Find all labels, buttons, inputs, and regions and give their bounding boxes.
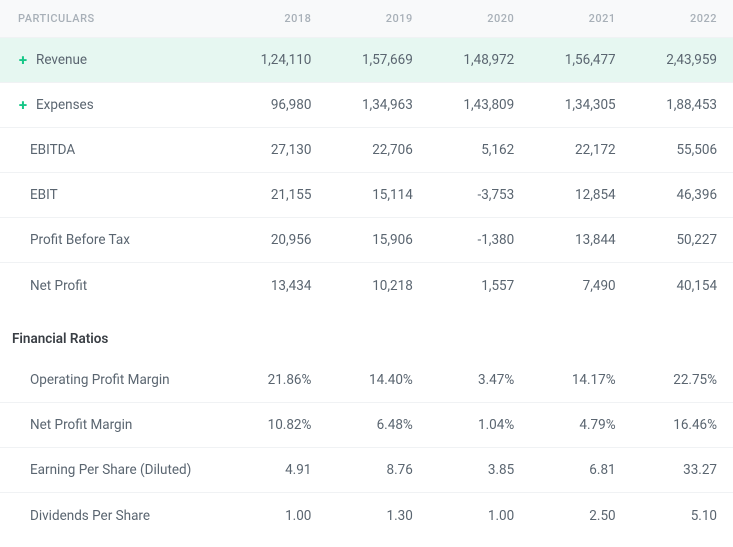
- table-row: Earning Per Share (Diluted) 4.918.763.856…: [0, 448, 733, 493]
- header-year: 2019: [319, 12, 420, 25]
- header-year: 2021: [522, 12, 623, 25]
- cell-value: 21.86%: [218, 372, 319, 388]
- cell-value: 1.00: [218, 508, 319, 524]
- row-label-cell: Operating Profit Margin: [8, 372, 218, 388]
- financial-table: PARTICULARS 2018 2019 2020 2021 2022 + Re…: [0, 0, 733, 538]
- header-year: 2020: [421, 12, 522, 25]
- cell-value: 1.04%: [421, 417, 522, 433]
- row-label: Dividends Per Share: [30, 508, 150, 524]
- row-label-cell: Net Profit: [8, 278, 218, 294]
- cell-value: 3.85: [421, 462, 522, 478]
- cell-value: 12,854: [522, 187, 623, 203]
- row-label-cell: Net Profit Margin: [8, 417, 218, 433]
- header-particulars: PARTICULARS: [8, 12, 218, 25]
- cell-value: 7,490: [522, 278, 623, 294]
- cell-value: 1,43,809: [421, 97, 522, 113]
- table-row: Profit Before Tax 20,95615,906-1,38013,84…: [0, 218, 733, 263]
- table-row: Operating Profit Margin 21.86%14.40%3.47%…: [0, 358, 733, 403]
- table-row: EBITDA 27,13022,7065,16222,17255,506: [0, 128, 733, 173]
- cell-value: 10.82%: [218, 417, 319, 433]
- row-label-cell: Profit Before Tax: [8, 232, 218, 248]
- row-label: Operating Profit Margin: [30, 372, 170, 388]
- cell-value: 1,34,305: [522, 97, 623, 113]
- row-label: EBIT: [30, 187, 58, 203]
- cell-value: 13,844: [522, 232, 623, 248]
- cell-value: 6.81: [522, 462, 623, 478]
- section-heading: Financial Ratios: [0, 308, 733, 358]
- cell-value: 13,434: [218, 278, 319, 294]
- cell-value: 10,218: [319, 278, 420, 294]
- table-row: EBIT 21,15515,114-3,75312,85446,396: [0, 173, 733, 218]
- cell-value: 20,956: [218, 232, 319, 248]
- cell-value: 1,56,477: [522, 52, 623, 68]
- cell-value: 1,88,453: [624, 97, 725, 113]
- cell-value: 1,57,669: [319, 52, 420, 68]
- header-year: 2022: [624, 12, 725, 25]
- cell-value: 1,34,963: [319, 97, 420, 113]
- cell-value: 8.76: [319, 462, 420, 478]
- cell-value: -1,380: [421, 232, 522, 248]
- row-label: Expenses: [36, 97, 94, 113]
- cell-value: 22,706: [319, 142, 420, 158]
- cell-value: 14.40%: [319, 372, 420, 388]
- table-header-row: PARTICULARS 2018 2019 2020 2021 2022: [0, 0, 733, 38]
- cell-value: 3.47%: [421, 372, 522, 388]
- row-label-cell: Earning Per Share (Diluted): [8, 462, 218, 478]
- cell-value: 5,162: [421, 142, 522, 158]
- cell-value: 1,24,110: [218, 52, 319, 68]
- cell-value: 22,172: [522, 142, 623, 158]
- cell-value: 15,114: [319, 187, 420, 203]
- cell-value: 33.27: [624, 462, 725, 478]
- row-label-cell: EBITDA: [8, 142, 218, 158]
- cell-value: 40,154: [624, 278, 725, 294]
- cell-value: 46,396: [624, 187, 725, 203]
- cell-value: 21,155: [218, 187, 319, 203]
- row-label-cell: + Expenses: [8, 96, 218, 114]
- cell-value: 50,227: [624, 232, 725, 248]
- cell-value: 1.30: [319, 508, 420, 524]
- table-row[interactable]: + Revenue 1,24,1101,57,6691,48,9721,56,477…: [0, 38, 733, 83]
- table-row[interactable]: + Expenses 96,9801,34,9631,43,8091,34,3051…: [0, 83, 733, 128]
- row-label: Net Profit Margin: [30, 417, 132, 433]
- cell-value: 96,980: [218, 97, 319, 113]
- row-label-cell: Dividends Per Share: [8, 508, 218, 524]
- row-label: EBITDA: [30, 142, 75, 158]
- cell-value: 1,557: [421, 278, 522, 294]
- cell-value: 5.10: [624, 508, 725, 524]
- cell-value: 14.17%: [522, 372, 623, 388]
- section-title: Financial Ratios: [8, 331, 218, 347]
- cell-value: 1.00: [421, 508, 522, 524]
- table-row: Dividends Per Share1.001.301.002.505.10: [0, 493, 733, 538]
- cell-value: 15,906: [319, 232, 420, 248]
- cell-value: 27,130: [218, 142, 319, 158]
- expand-icon[interactable]: +: [18, 96, 28, 114]
- cell-value: 2,43,959: [624, 52, 725, 68]
- table-row: Net Profit Margin 10.82%6.48%1.04%4.79%16…: [0, 403, 733, 448]
- cell-value: 22.75%: [624, 372, 725, 388]
- cell-value: 16.46%: [624, 417, 725, 433]
- row-label: Net Profit: [30, 278, 87, 294]
- cell-value: 2.50: [522, 508, 623, 524]
- row-label-cell: EBIT: [8, 187, 218, 203]
- header-year: 2018: [218, 12, 319, 25]
- table-row: Net Profit 13,43410,2181,5577,49040,154: [0, 263, 733, 308]
- cell-value: 6.48%: [319, 417, 420, 433]
- expand-icon[interactable]: +: [18, 51, 28, 69]
- cell-value: 4.91: [218, 462, 319, 478]
- cell-value: -3,753: [421, 187, 522, 203]
- cell-value: 4.79%: [522, 417, 623, 433]
- row-label: Earning Per Share (Diluted): [30, 462, 191, 478]
- cell-value: 55,506: [624, 142, 725, 158]
- row-label-cell: + Revenue: [8, 51, 218, 69]
- row-label: Profit Before Tax: [30, 232, 130, 248]
- row-label: Revenue: [36, 52, 87, 68]
- cell-value: 1,48,972: [421, 52, 522, 68]
